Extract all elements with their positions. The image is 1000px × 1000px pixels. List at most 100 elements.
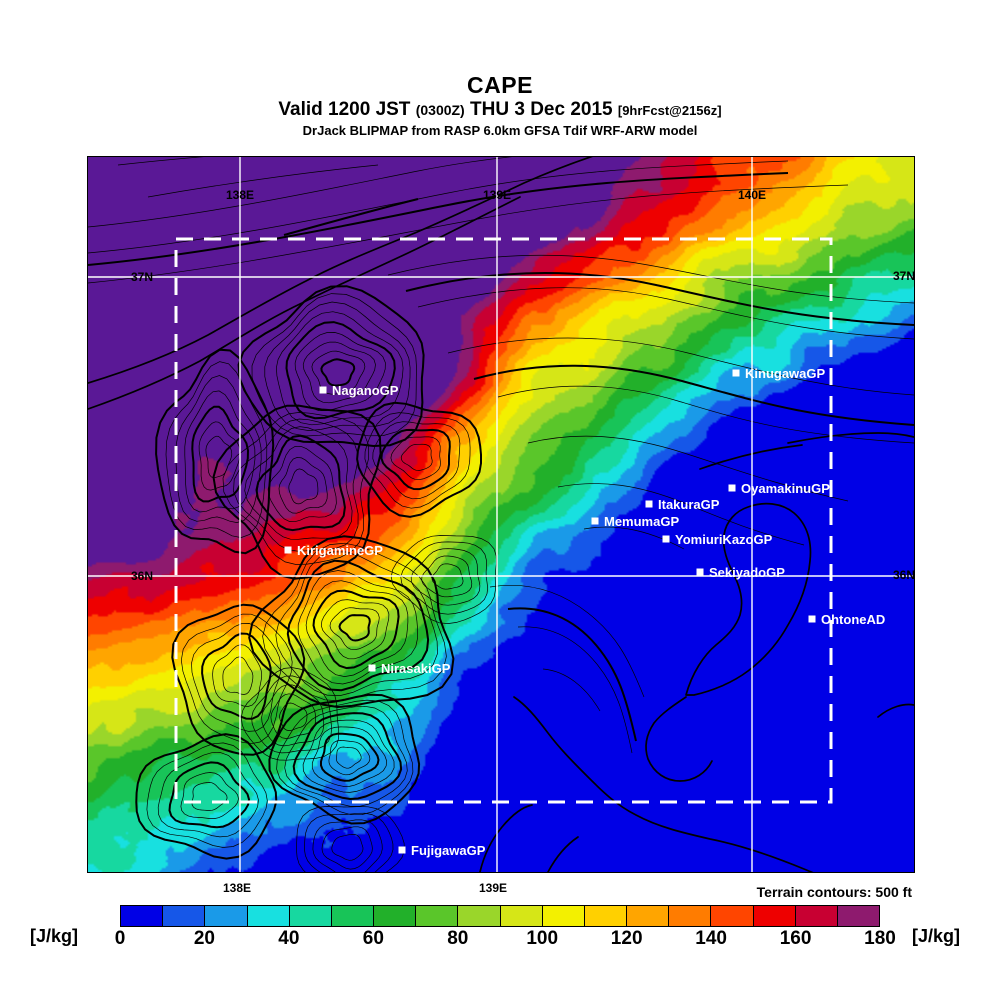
terrain-contour-ring <box>184 390 256 513</box>
terrain-contour-ring <box>320 599 390 660</box>
terrain-contour-line-major <box>473 364 914 426</box>
terrain-contour-ring <box>410 548 481 606</box>
forecast-tag: [9hrFcst@2156z] <box>617 103 722 118</box>
coastline-secondary <box>88 196 521 410</box>
terrain-contour-ring <box>288 468 319 505</box>
coastline-pacific <box>513 696 814 872</box>
lon-label-bottom-138e: 138E <box>223 881 252 895</box>
station-dot-KirigamineGP[interactable] <box>284 546 292 554</box>
terrain-contour-ring <box>276 311 404 426</box>
terrain-contour-ring <box>329 607 380 651</box>
station-label-OhtoneAD: OhtoneAD <box>821 612 885 627</box>
terrain-contour-ring <box>311 726 387 787</box>
terrain-contour-ring <box>275 551 438 696</box>
terrain-contour-line <box>542 668 601 712</box>
terrain-contour-ring <box>400 541 489 615</box>
terrain-contour-ring <box>390 436 441 481</box>
colorbar-tick-120: 120 <box>610 928 643 949</box>
station-label-MemumaGP: MemumaGP <box>604 514 679 529</box>
terrain-contours <box>88 157 914 872</box>
terrain-contour-ring <box>276 699 414 816</box>
terrain-contour-ring <box>286 559 430 692</box>
station-dot-MemumaGP[interactable] <box>591 517 599 525</box>
terrain-contour-line <box>517 626 633 754</box>
station-dot-KinugawaGP[interactable] <box>732 369 740 377</box>
station-dot-SekiyadoGP[interactable] <box>696 568 704 576</box>
colorbar-tick-40: 40 <box>278 928 300 949</box>
colorbar-segment-0 <box>121 906 164 926</box>
terrain-contour-ring <box>331 833 364 861</box>
coastline-suruga <box>547 836 579 872</box>
station-dot-NaganoGP[interactable] <box>319 386 327 394</box>
terrain-contour-ring <box>278 457 328 514</box>
station-markers: NaganoGP KinugawaGP OyamakinuGP ItakuraGP Me… <box>284 366 885 858</box>
terrain-contour-line <box>557 483 805 546</box>
colorbar-segment-13 <box>669 906 712 926</box>
station-dot-YomiuriKazoGP[interactable] <box>662 535 670 543</box>
terrain-contour-ring <box>268 693 421 825</box>
station-label-FujigawaGP: FujigawaGP <box>411 843 486 858</box>
terrain-contour-ring <box>390 535 497 624</box>
terrain-contour-line <box>88 184 849 284</box>
lat-label-right-36n: 36N <box>893 568 916 582</box>
coastlines <box>88 157 914 872</box>
coastline-island <box>877 703 914 718</box>
terrain-contour-ring <box>421 555 473 598</box>
terrain-contour-ring <box>198 421 241 491</box>
colorbar-tick-20: 20 <box>193 928 216 949</box>
page-title: CAPE <box>467 72 533 98</box>
station-label-YomiuriKazoGP: YomiuriKazoGP <box>675 532 773 547</box>
station-dot-OhtoneAD[interactable] <box>808 615 816 623</box>
cape-map[interactable]: 138E 139E 140E 37N 36N NaganoGP KinugawaGP Oya… <box>87 156 915 873</box>
terrain-contour-line-major <box>283 198 419 236</box>
graticule <box>88 157 914 872</box>
terrain-contour-ring <box>279 702 308 731</box>
colorbar-segment-12 <box>627 906 670 926</box>
graticule-label-138E: 138E <box>226 188 254 202</box>
colorbar-tick-labels: 0 20 40 60 80 100 120 140 160 180 <box>115 928 896 952</box>
colorbar-segment-11 <box>584 906 628 926</box>
terrain-contour-line <box>117 157 204 166</box>
map-overlay: 138E 139E 140E 37N 36N NaganoGP KinugawaGP Oya… <box>88 157 914 872</box>
station-label-NaganoGP: NaganoGP <box>332 383 399 398</box>
terrain-contour-ring <box>296 806 405 872</box>
terrain-contour-ring <box>171 603 306 756</box>
colorbar-legend: [J/kg] 0 20 40 60 80 100 120 140 160 180 [J/kg] <box>0 900 1000 960</box>
station-label-SekiyadoGP: SekiyadoGP <box>709 565 785 580</box>
terrain-contour-ring <box>205 435 233 479</box>
terrain-contour-ring <box>431 563 464 590</box>
lat-label-right-37n: 37N <box>893 269 916 283</box>
terrain-contour-line <box>447 337 914 396</box>
coastline-tokyo-bay <box>685 502 812 696</box>
valid-utc: (0300Z) <box>415 102 465 118</box>
terrain-contour-ring <box>244 426 353 540</box>
station-dot-NirasakiGP[interactable] <box>368 664 376 672</box>
terrain-contour-ring <box>285 321 396 420</box>
colorbar-segment-8 <box>458 906 501 926</box>
colorbar-segment-17 <box>837 906 880 926</box>
terrain-contour-ring <box>251 675 332 754</box>
colorbar-segment-3 <box>247 906 290 926</box>
terrain-contour-ring <box>168 761 251 829</box>
station-label-KirigamineGP: KirigamineGP <box>297 543 383 558</box>
station-dot-ItakuraGP[interactable] <box>645 500 653 508</box>
terrain-contour-note: Terrain contours: 500 ft <box>756 884 912 900</box>
terrain-contour-line-major <box>405 271 914 326</box>
graticule-label-36N: 36N <box>131 569 153 583</box>
station-dot-OyamakinuGP[interactable] <box>728 484 736 492</box>
terrain-contour-ring <box>255 434 346 532</box>
terrain-contour-line-major <box>88 172 789 266</box>
terrain-contour-line <box>417 287 914 340</box>
model-subtitle: DrJack BLIPMAP from RASP 6.0km GFSA Tdif… <box>302 123 698 138</box>
colorbar-swatches <box>120 905 880 927</box>
terrain-contour-ring <box>135 733 278 860</box>
terrain-contour-ring <box>364 412 471 509</box>
station-dot-FujigawaGP[interactable] <box>398 846 406 854</box>
valid-time-line: Valid 1200 JST (0300Z) THU 3 Dec 2015 [9… <box>0 98 1000 122</box>
terrain-contour-ring <box>292 712 403 801</box>
terrain-contour-ring <box>212 644 263 707</box>
terrain-contour-ring <box>380 428 451 491</box>
terrain-contour-ring <box>338 614 371 642</box>
terrain-contour-ring <box>180 772 239 819</box>
